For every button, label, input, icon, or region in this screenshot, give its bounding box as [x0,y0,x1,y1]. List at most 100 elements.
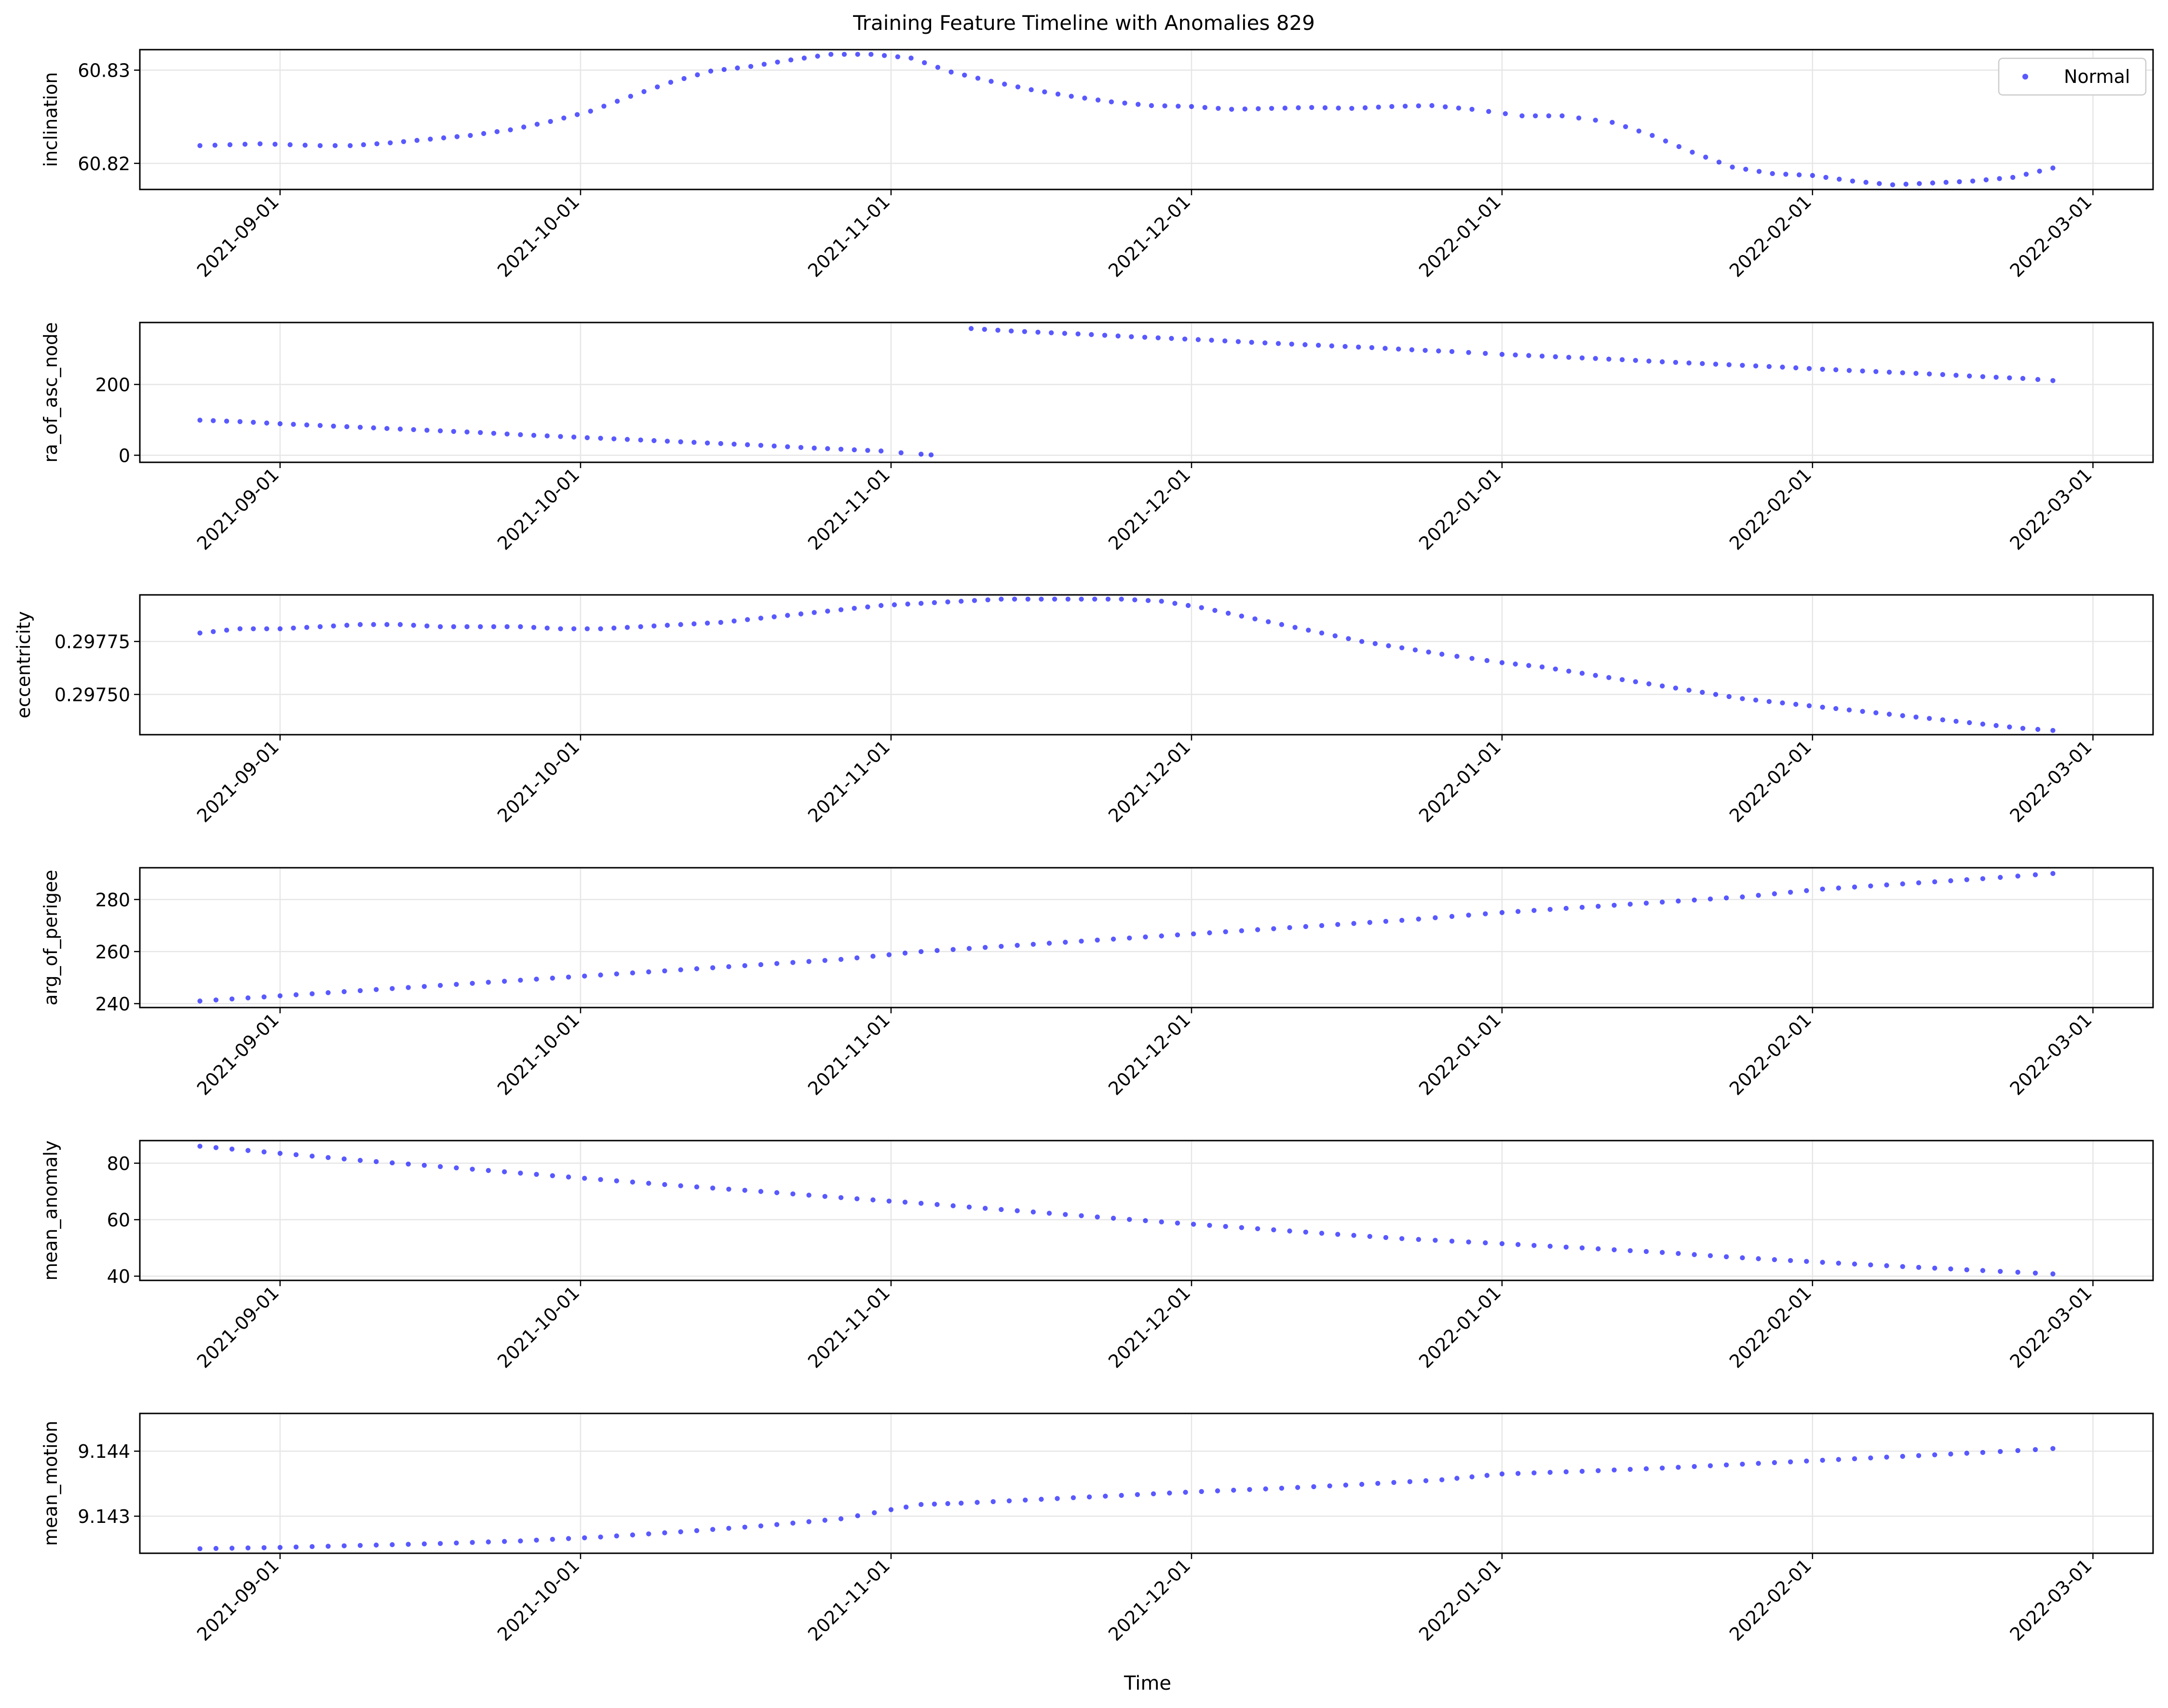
data-point [1306,628,1311,633]
data-point [1566,355,1572,360]
data-point [790,1520,796,1526]
data-point [1531,1470,1537,1476]
data-point [1948,878,1953,884]
data-point [1070,1495,1076,1500]
data-point [1713,362,1719,367]
data-point [975,1500,980,1505]
data-point [1127,935,1132,941]
data-point [1229,107,1234,112]
data-point [1606,675,1612,680]
data-point [1756,893,1761,898]
data-point [1932,879,1938,885]
data-point [584,626,590,632]
data-point [1770,171,1775,176]
y-axis-label: inclination [40,72,61,167]
y-ticks: 40 60 80 [107,1153,140,1287]
data-point [1412,647,1418,653]
data-point [1149,103,1154,108]
data-point [317,143,323,148]
data-point [1486,109,1491,114]
data-point [1948,1266,1953,1272]
data-point [918,1200,924,1206]
data-point [1351,1233,1356,1238]
data-point [865,448,870,453]
data-point [630,1179,636,1185]
data-point [1730,164,1735,170]
data-point [1740,696,1745,701]
data-point [1484,658,1490,663]
data-point [1967,720,1972,726]
data-point [828,52,834,57]
data-point [1469,107,1475,112]
data-point [1713,692,1719,697]
data-point [1129,334,1134,339]
data-point [304,625,310,630]
data-point [868,52,874,57]
data-point [785,444,790,449]
data-point [1967,373,1972,379]
data-point [1256,106,1261,111]
data-point [718,441,723,446]
data-point [2007,375,2012,380]
data-point [1222,338,1228,344]
data-point [732,442,737,447]
data-point [628,94,634,99]
data-point [1804,1458,1809,1464]
data-point [1484,1473,1490,1478]
data-point [1650,133,1655,138]
data-point [1159,599,1164,604]
data-point [406,1542,411,1547]
data-point [959,1500,964,1506]
data-point [646,1181,651,1186]
data-point [2015,1269,2020,1275]
data-point [1209,337,1214,343]
data-point [790,960,796,965]
data-point [966,1204,972,1210]
data-point [1716,160,1722,165]
legend-label: Normal [2064,66,2130,87]
data-point [1884,882,1889,888]
data-point [678,967,683,972]
data-point [1660,1250,1665,1255]
data-point [1012,596,1017,602]
data-point [1513,661,1518,667]
data-point [1753,698,1759,703]
data-point [227,142,233,148]
y-ticks: 240 260 280 [95,889,140,1015]
data-point [1860,368,1865,374]
data-point [518,1538,523,1544]
data-point [212,143,217,148]
data-point [257,141,263,147]
data-point [1753,363,1759,369]
data-point [245,1148,251,1153]
data-point [1513,352,1518,358]
data-point [1132,597,1138,603]
data-point [1836,1457,1841,1462]
data-point [1823,175,1829,180]
data-point [197,998,203,1004]
data-point [775,59,780,65]
data-point [888,1507,894,1512]
data-point [1806,703,1812,709]
data-point [1646,358,1652,364]
data-point [1690,149,1695,155]
data-point [197,143,203,148]
data-point [277,1151,283,1156]
data-point [972,598,977,603]
data-point [1593,118,1598,123]
data-point [1175,1220,1180,1226]
data-point [1225,610,1231,616]
data-point [1095,97,1101,103]
y-axis-label: eccentricity [13,611,34,719]
data-point [1515,1471,1521,1476]
data-point [501,1169,507,1174]
series-points [197,871,2056,1004]
data-point [1111,1215,1116,1221]
data-point [1660,359,1665,364]
data-point [534,1171,539,1177]
data-point [678,622,683,627]
data-point [611,436,617,442]
data-point [1195,337,1201,342]
data-point [224,418,230,424]
